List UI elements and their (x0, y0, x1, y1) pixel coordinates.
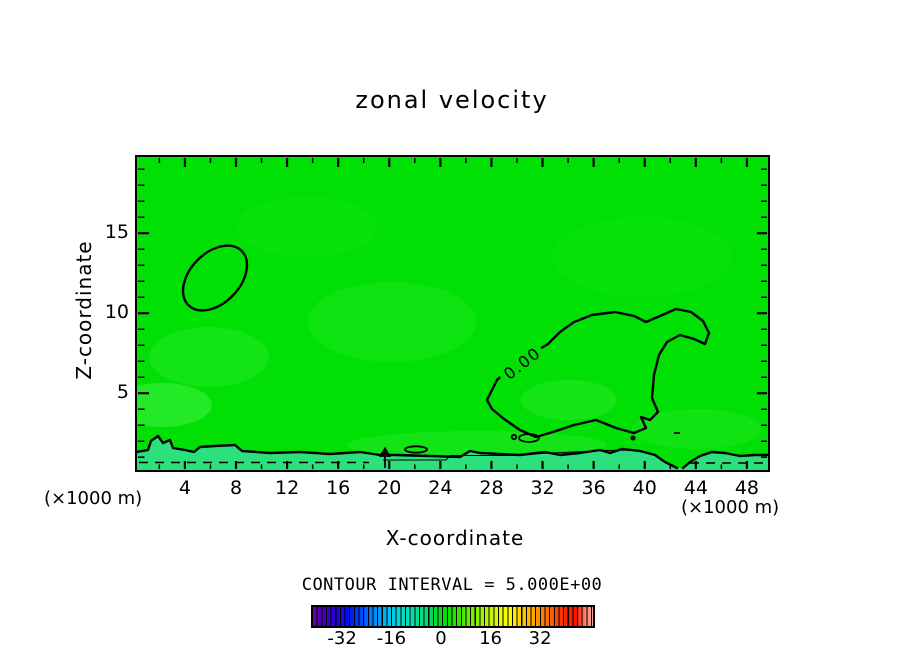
colorbar-tick-label: 32 (528, 628, 552, 649)
colorbar-tick-label: 0 (435, 628, 447, 649)
x-tick-label: 32 (530, 477, 555, 499)
x-tick-label: 20 (377, 477, 402, 499)
dashed-negative-contour (139, 461, 765, 464)
x-axis-unit-label: (×1000 m) (681, 497, 780, 518)
colorbar-cell-separators (313, 607, 593, 626)
y-tick-label: 15 (104, 221, 129, 244)
x-tick-label: 12 (274, 477, 300, 499)
field-shading-patches (137, 197, 762, 459)
x-tick-label: 4 (178, 477, 191, 499)
x-tick-label: 44 (683, 477, 708, 499)
colorbar-tick-label: -16 (376, 628, 407, 649)
zero-contour-left-cell (181, 244, 249, 312)
axis-ticks (138, 158, 767, 469)
x-tick-label: 8 (229, 477, 243, 499)
colorbar-tick-label: 16 (479, 628, 502, 649)
zero-contour-right-cell (485, 307, 711, 439)
near-surface-negative-band (137, 436, 768, 470)
x-tick-label: 24 (428, 477, 453, 499)
thin-surface-contour (383, 449, 635, 461)
colorbar-tick-label: -32 (327, 628, 357, 649)
y-tick-label: 10 (104, 301, 129, 324)
chart-title: zonal velocity (355, 86, 549, 114)
zero-contour-surface-line (137, 434, 768, 470)
y-axis-unit-label: (×1000 m) (44, 488, 143, 509)
x-tick-label: 40 (632, 477, 657, 499)
x-tick-label: 28 (479, 477, 504, 499)
x-axis-label: X-coordinate (385, 526, 525, 550)
small-contour-features (378, 432, 680, 468)
contour-plot-svg: 0.00 (137, 158, 768, 470)
colorbar (311, 605, 595, 628)
x-tick-label: 36 (581, 477, 606, 499)
plot-area: 0.00 (135, 155, 770, 472)
x-tick-label: 48 (734, 477, 760, 499)
contour-interval-text: CONTOUR INTERVAL = 5.000E+00 (301, 575, 603, 595)
y-tick-label: 5 (116, 381, 129, 404)
x-tick-label: 16 (326, 477, 351, 499)
